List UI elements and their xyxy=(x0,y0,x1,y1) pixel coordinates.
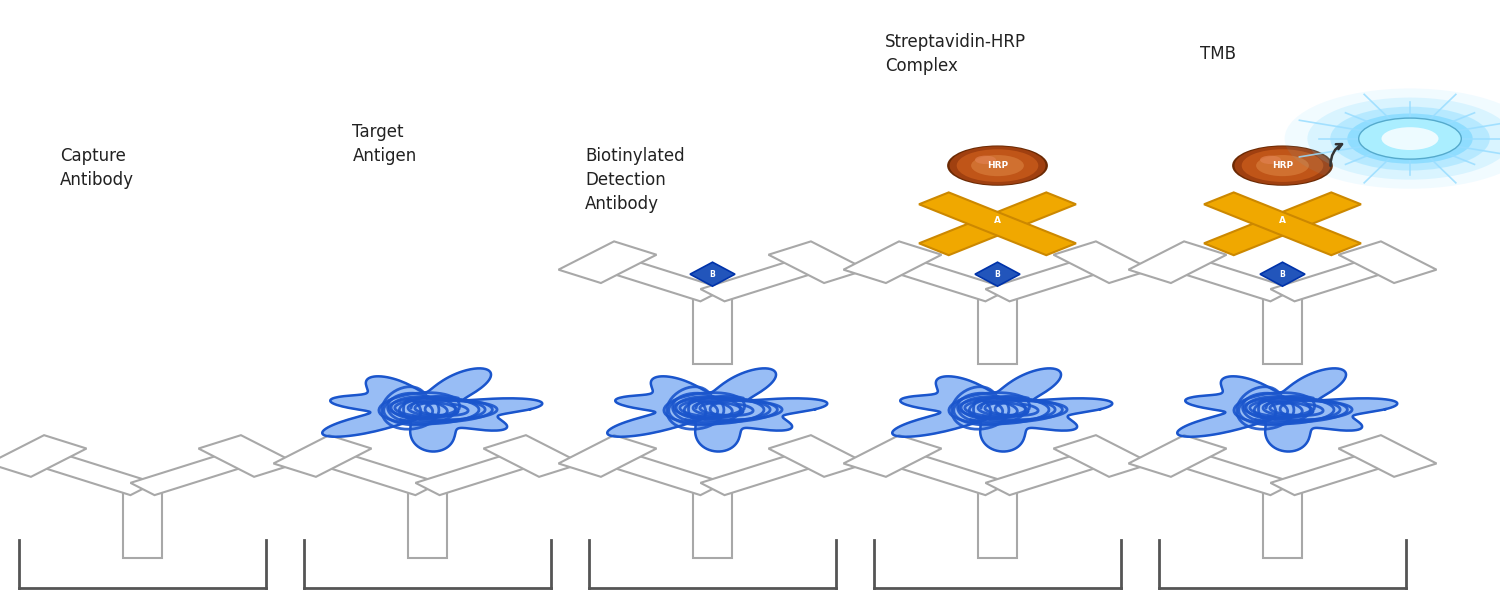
FancyBboxPatch shape xyxy=(693,295,732,364)
Polygon shape xyxy=(1338,435,1437,477)
FancyBboxPatch shape xyxy=(1263,489,1302,558)
Polygon shape xyxy=(700,450,830,495)
Polygon shape xyxy=(1166,450,1294,495)
Polygon shape xyxy=(880,450,1010,495)
Polygon shape xyxy=(1053,435,1152,477)
Polygon shape xyxy=(416,450,544,495)
Text: TMB: TMB xyxy=(1200,45,1236,63)
Polygon shape xyxy=(768,435,867,477)
Circle shape xyxy=(1347,113,1473,164)
Polygon shape xyxy=(1128,435,1227,477)
Polygon shape xyxy=(596,256,724,301)
Text: B: B xyxy=(1280,269,1286,278)
Polygon shape xyxy=(700,256,830,301)
Text: Capture
Antibody: Capture Antibody xyxy=(60,147,134,189)
Text: Biotinylated
Detection
Antibody: Biotinylated Detection Antibody xyxy=(585,148,684,212)
Polygon shape xyxy=(986,450,1114,495)
Circle shape xyxy=(1308,98,1500,179)
Polygon shape xyxy=(1053,241,1152,283)
Polygon shape xyxy=(558,241,657,283)
Polygon shape xyxy=(1270,256,1400,301)
Polygon shape xyxy=(843,435,942,477)
Circle shape xyxy=(1260,155,1281,164)
Polygon shape xyxy=(1178,368,1398,451)
FancyBboxPatch shape xyxy=(1263,295,1302,364)
Polygon shape xyxy=(483,435,582,477)
FancyBboxPatch shape xyxy=(693,489,732,558)
Polygon shape xyxy=(596,450,724,495)
Text: B: B xyxy=(994,269,1000,278)
Polygon shape xyxy=(1204,193,1360,255)
Polygon shape xyxy=(690,262,735,286)
Circle shape xyxy=(970,155,1024,176)
Text: HRP: HRP xyxy=(987,161,1008,170)
Text: Streptavidin-HRP
Complex: Streptavidin-HRP Complex xyxy=(885,33,1026,75)
Circle shape xyxy=(1359,118,1461,159)
Circle shape xyxy=(975,155,996,164)
FancyBboxPatch shape xyxy=(408,489,447,558)
Polygon shape xyxy=(1260,262,1305,286)
Text: A: A xyxy=(1280,215,1286,224)
Polygon shape xyxy=(920,193,1076,255)
Polygon shape xyxy=(558,435,657,477)
Polygon shape xyxy=(273,435,372,477)
Circle shape xyxy=(1284,88,1500,189)
Polygon shape xyxy=(1338,241,1437,283)
Polygon shape xyxy=(1166,256,1294,301)
FancyBboxPatch shape xyxy=(978,295,1017,364)
Polygon shape xyxy=(0,435,87,477)
Polygon shape xyxy=(1204,193,1360,255)
FancyBboxPatch shape xyxy=(123,489,162,558)
Circle shape xyxy=(1382,127,1438,150)
Polygon shape xyxy=(892,368,1113,451)
Polygon shape xyxy=(1270,450,1400,495)
Polygon shape xyxy=(130,450,260,495)
Circle shape xyxy=(950,146,1046,185)
Circle shape xyxy=(1232,145,1334,186)
Text: Target
Antigen: Target Antigen xyxy=(352,123,417,165)
Polygon shape xyxy=(843,241,942,283)
Polygon shape xyxy=(920,193,1076,255)
Polygon shape xyxy=(975,262,1020,286)
Text: HRP: HRP xyxy=(1272,161,1293,170)
Polygon shape xyxy=(880,256,1010,301)
Circle shape xyxy=(1256,155,1310,176)
Text: B: B xyxy=(710,269,716,278)
Circle shape xyxy=(946,145,1048,186)
Polygon shape xyxy=(198,435,297,477)
Text: A: A xyxy=(994,215,1000,224)
Circle shape xyxy=(957,149,1038,182)
Polygon shape xyxy=(26,450,154,495)
Polygon shape xyxy=(608,368,828,451)
Polygon shape xyxy=(768,241,867,283)
FancyBboxPatch shape xyxy=(978,489,1017,558)
Polygon shape xyxy=(310,450,440,495)
Circle shape xyxy=(1234,146,1330,185)
Circle shape xyxy=(1330,107,1490,170)
Polygon shape xyxy=(1128,241,1227,283)
Polygon shape xyxy=(322,368,543,451)
Circle shape xyxy=(1242,149,1323,182)
Polygon shape xyxy=(986,256,1114,301)
Text: B: B xyxy=(994,240,1000,249)
Text: B: B xyxy=(1280,240,1286,249)
